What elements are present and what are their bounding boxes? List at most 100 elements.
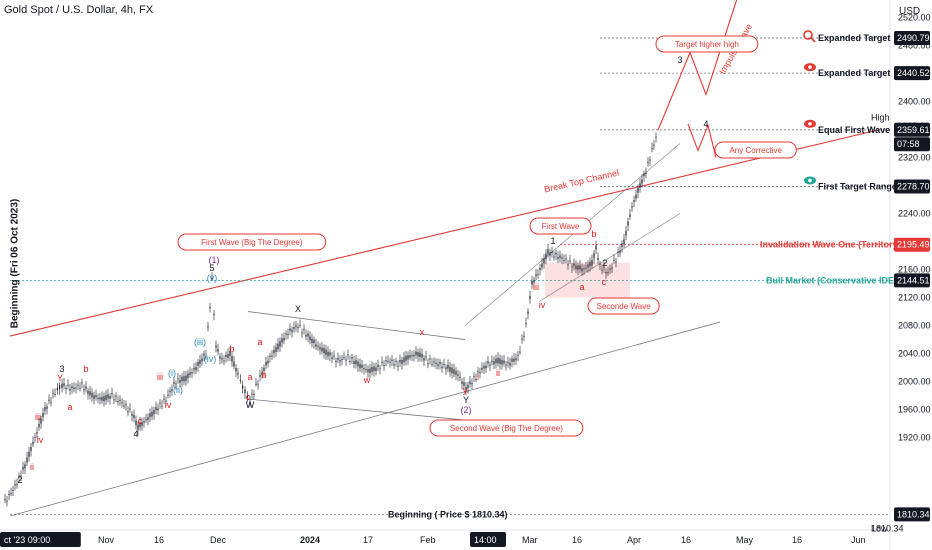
candle-body [177,378,179,380]
candle-body [277,343,279,350]
wx-channel-lower [247,398,466,421]
candle-body [361,364,363,368]
candle-body [54,393,56,395]
candle-body [375,367,377,372]
candle-body [537,274,539,276]
candle-body [359,363,361,369]
candle-body [63,383,65,386]
wave-label: 1 [550,236,555,246]
wx-channel-upper [247,311,466,340]
candle-body [561,257,563,259]
callout-box [529,217,592,235]
candle-body [485,365,487,369]
candle-body [227,354,229,358]
candle-body [147,417,149,421]
candle-body [193,367,195,370]
x-tick-label: ct '23 09:00 [4,535,50,545]
candle-body [431,363,433,365]
candle-body [581,268,583,272]
y-tick-label: 2520.00 [898,13,931,23]
candle-body [12,489,14,491]
price-axis-tag: 1810.34 [871,524,904,534]
candle-body [511,358,513,362]
candle-body [343,357,345,359]
candle-body [653,144,655,146]
candle-body [293,327,295,330]
eye-red-icon [808,65,812,69]
candle-body [38,423,40,428]
corrective-projection [687,123,717,158]
price-axis-tag: High [871,113,890,123]
candle-body [65,388,67,390]
candle-body [601,269,603,271]
candle-body [371,366,373,372]
candle-body [495,358,497,364]
price-axis-tag: 2440.52 [897,68,930,78]
wave-label: iii [533,282,539,292]
candle-body [649,159,651,161]
candle-body [613,259,615,261]
candle-body [597,257,599,260]
candle-body [155,406,157,411]
currency-label[interactable]: USD [899,6,921,17]
candle-body [421,353,423,358]
candle-body [405,355,407,361]
candle-body [303,329,305,331]
candle-body [493,361,495,365]
wave-label: (iii) [194,337,206,347]
candle-body [387,360,389,362]
candle-body [559,255,561,258]
candle-body [121,402,123,404]
candle-body [447,364,449,369]
candle-body [215,345,217,348]
candle-body [153,409,155,415]
candle-body [179,380,181,383]
candle-body [635,194,637,199]
candle-body [16,484,18,486]
candle-body [167,394,169,396]
candle-body [365,369,367,371]
candle-body [381,362,383,364]
candle-body [547,249,549,255]
candle-body [52,392,54,394]
correction-box [545,262,630,298]
magnifier-icon [803,30,816,43]
candle-body [437,364,439,367]
candle-body [287,333,289,335]
candle-body [393,364,395,366]
candle-body [299,325,301,327]
candle-body [235,367,237,372]
candle-body [385,360,387,362]
wave-label: b [229,344,234,354]
candle-body [391,359,393,361]
candle-body [481,367,483,370]
candle-body [109,396,111,400]
candle-body [557,256,559,260]
candle-body [267,360,269,364]
candle-body [185,375,187,381]
candle-body [509,362,511,366]
candle-body [513,358,515,362]
candle-body [91,392,93,398]
candle-body [201,358,203,362]
candle-body [623,239,625,244]
wave-label: (2) [461,405,472,415]
callout-box [714,141,797,159]
candle-body [541,263,543,268]
impulse-channel-lower [539,213,681,302]
callout-box [655,35,759,53]
candle-body [587,264,589,268]
candle-body [325,349,327,355]
candle-body [137,424,139,430]
candle-body [637,187,639,193]
wave-label: W [246,400,255,410]
candle-body [195,367,197,371]
candle-body [319,347,321,350]
candle-body [95,395,97,398]
wave-label: 4 [133,429,138,439]
candle-body [211,277,213,279]
candle-body [199,360,201,365]
candle-body [32,441,34,445]
wave-label: Y [57,373,63,383]
